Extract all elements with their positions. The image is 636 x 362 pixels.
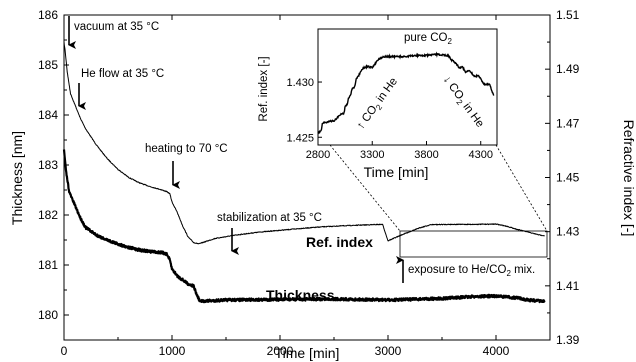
x-tick-label: 3000 (375, 344, 402, 358)
y-right-tick-label: 1.49 (556, 62, 580, 76)
y-left-tick-label: 181 (38, 258, 58, 272)
thickness-series-line (62, 149, 546, 304)
exposure-label: exposure to He/CO2 mix. (408, 264, 535, 278)
inset-x-axis-label: Time [min] (364, 164, 429, 180)
y-right-tick-label: 1.51 (556, 8, 580, 22)
y-right-tick-label: 1.47 (556, 116, 580, 130)
inset-x-tick-label: 4300 (468, 149, 492, 161)
zoom-connector-right (495, 144, 548, 232)
y-left-axis-label: Thickness [nm] (9, 131, 25, 225)
x-tick-label: 2000 (267, 344, 294, 358)
annotation-stabilization: stabilization at 35 °C (217, 212, 322, 255)
inset-co2-in-he-falling-sub: 2 (454, 98, 464, 107)
x-tick-label: 1000 (159, 344, 186, 358)
y-right-tick-label: 1.41 (556, 279, 580, 293)
inset-series (317, 51, 495, 135)
y-right-axis-label: Refractive index [-] (621, 120, 636, 237)
y-left-tick-label: 180 (38, 308, 58, 322)
x-tick-label: 4000 (483, 344, 510, 358)
inset-x-tick-label: 2800 (306, 149, 330, 161)
inset-chart: 2800 3300 3800 4300 1.425 1.430 Time [min] Re… (258, 28, 498, 180)
inset-y-tick-label: 1.430 (286, 77, 314, 89)
inset-x-tick-label: 3300 (360, 149, 384, 161)
inset-plot-frame (317, 28, 498, 146)
y-left-tick-label: 185 (38, 58, 58, 72)
exposure-label-main: exposure to He/CO (408, 264, 506, 276)
exposure-label-sub: 2 (506, 269, 511, 278)
annotation-exposure: exposure to He/CO2 mix. (396, 256, 535, 283)
heating-label: heating to 70 °C (145, 143, 228, 155)
y-right-axis-ticks: 1.39 1.41 1.43 1.45 1.47 1.49 1.51 (545, 8, 580, 347)
thickness-series-label: Thickness (266, 287, 335, 303)
inset-co2-in-he-rising-sub: 2 (374, 102, 384, 111)
y-left-tick-label: 182 (38, 208, 58, 222)
zoom-connector-left (329, 144, 401, 232)
inset-pure-co2-main: pure CO (404, 32, 448, 44)
annotation-he-flow: He flow at 35 °C (78, 68, 164, 110)
inset-y-tick-label: 1.425 (286, 132, 314, 144)
main-series (62, 41, 546, 304)
inset-axis-ticks: 2800 3300 3800 4300 1.425 1.430 (286, 77, 493, 161)
x-axis-label: Time [min] (275, 345, 340, 361)
he-flow-label: He flow at 35 °C (81, 68, 164, 80)
x-tick-label: 0 (61, 344, 68, 358)
exposure-label-rest: mix. (511, 264, 535, 276)
inset-pure-co2-sub: 2 (447, 37, 452, 46)
inset-y-axis-label: Ref. index [-] (258, 56, 270, 121)
annotation-vacuum: vacuum at 35 °C (68, 16, 159, 49)
inset-x-tick-label: 3800 (414, 149, 438, 161)
ref-index-series-label: Ref. index (306, 234, 373, 250)
y-right-tick-label: 1.39 (556, 333, 580, 347)
y-left-tick-label: 186 (38, 8, 58, 22)
y-right-tick-label: 1.43 (556, 225, 580, 239)
y-left-axis-ticks: 180 181 182 183 184 185 186 (38, 8, 69, 341)
inset-pure-co2-label: pure CO2 (404, 32, 452, 46)
y-left-tick-label: 183 (38, 158, 58, 172)
y-right-tick-label: 1.45 (556, 171, 580, 185)
annotation-heating: heating to 70 °C (145, 143, 228, 189)
y-left-tick-label: 184 (38, 108, 58, 122)
zoom-region (399, 230, 548, 258)
vacuum-label: vacuum at 35 °C (74, 21, 159, 33)
ref-index-series-line (63, 41, 545, 245)
stabilization-label: stabilization at 35 °C (217, 212, 322, 224)
x-axis-ticks: 0 1000 2000 3000 4000 (61, 15, 510, 358)
inset-series-line (317, 51, 495, 135)
